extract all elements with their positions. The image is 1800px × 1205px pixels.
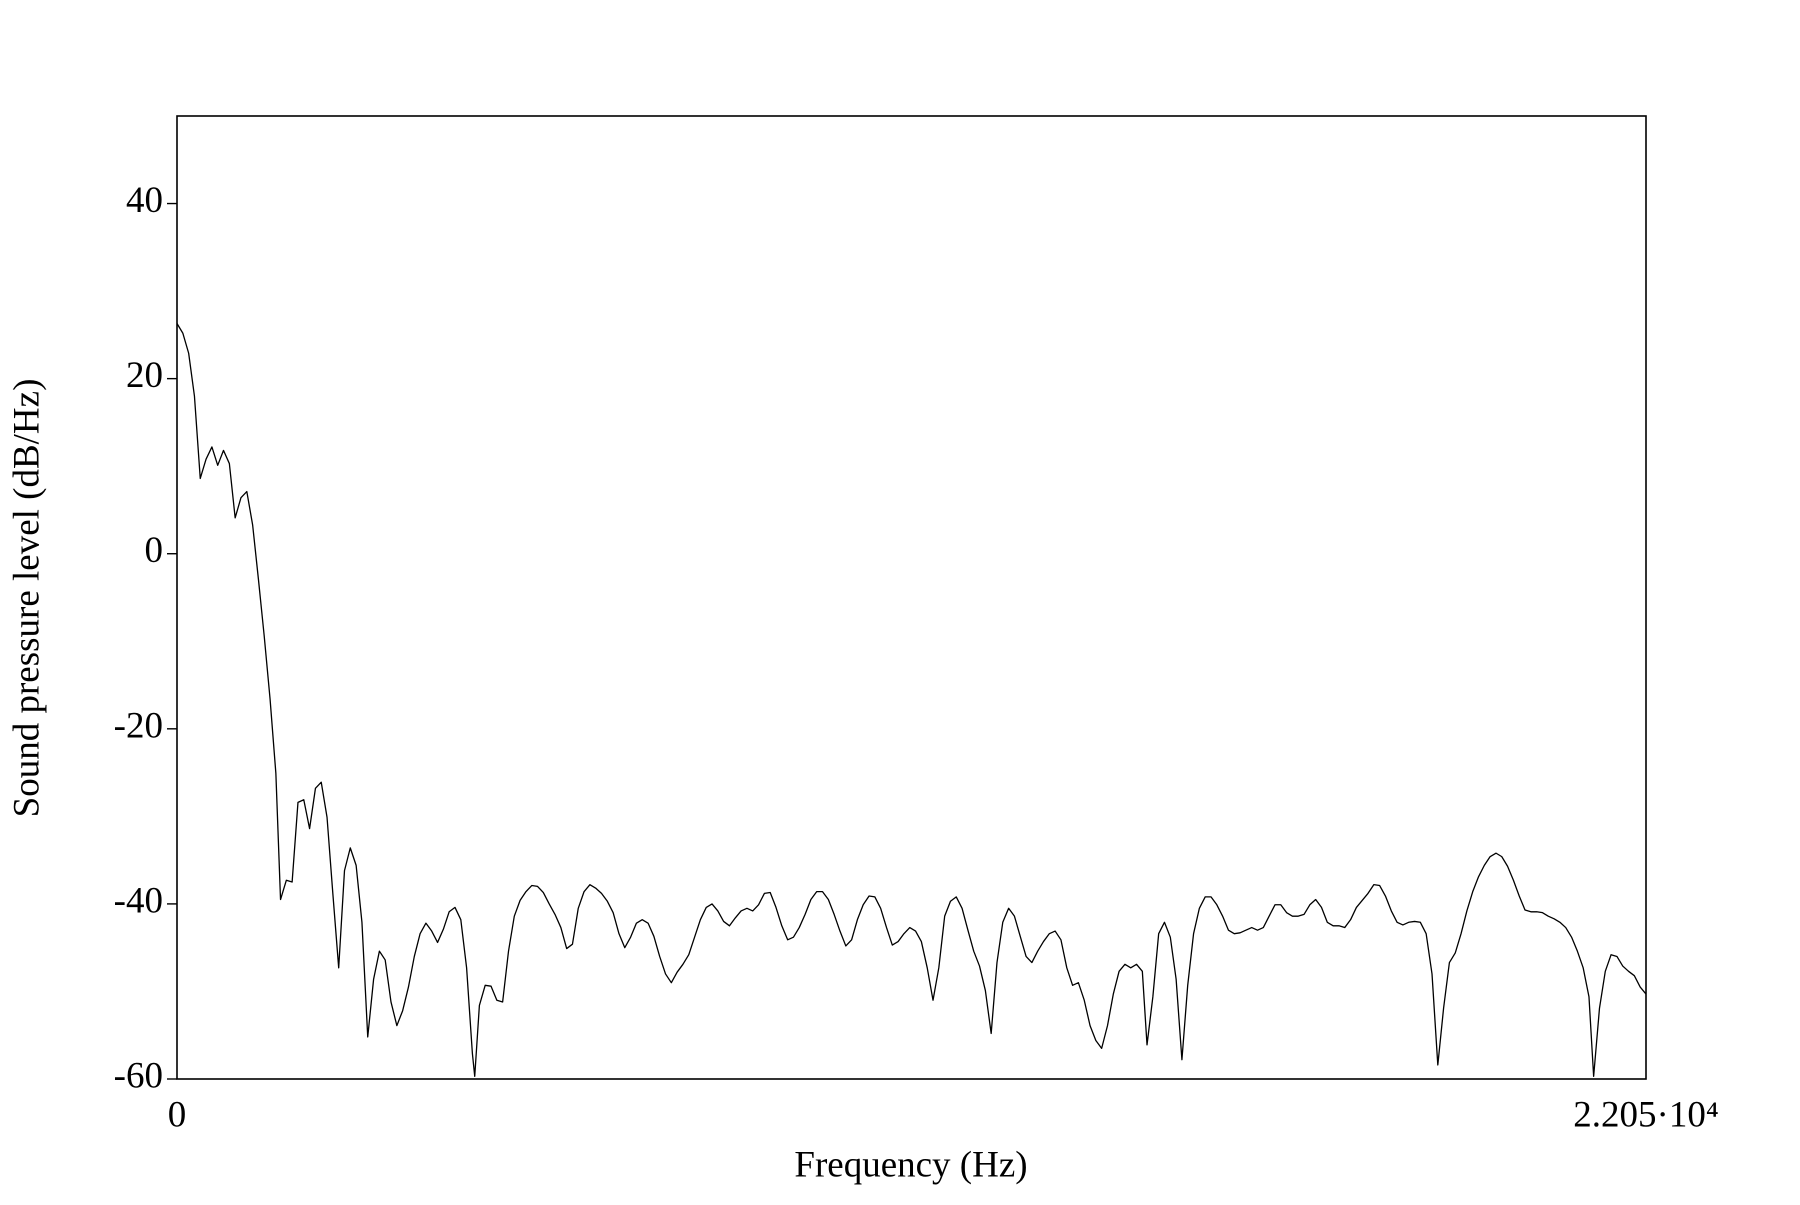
x-axis-label: Frequency (Hz) <box>794 1144 1027 1185</box>
plot-frame <box>176 115 1647 1080</box>
spectrum-line <box>176 323 1647 1078</box>
x-tick-label: 2.205·10⁴ <box>1573 1094 1718 1135</box>
x-tick-label: 0 <box>168 1094 187 1135</box>
y-tick-label: 0 <box>145 530 164 571</box>
y-tick-label: -20 <box>114 705 163 746</box>
y-tick-label: 40 <box>126 180 163 221</box>
y-tick-label: 20 <box>126 355 163 396</box>
y-axis-label: Sound pressure level (dB/Hz) <box>6 379 47 818</box>
y-tick-label: -60 <box>114 1055 163 1096</box>
y-tick-label: -40 <box>114 880 163 921</box>
